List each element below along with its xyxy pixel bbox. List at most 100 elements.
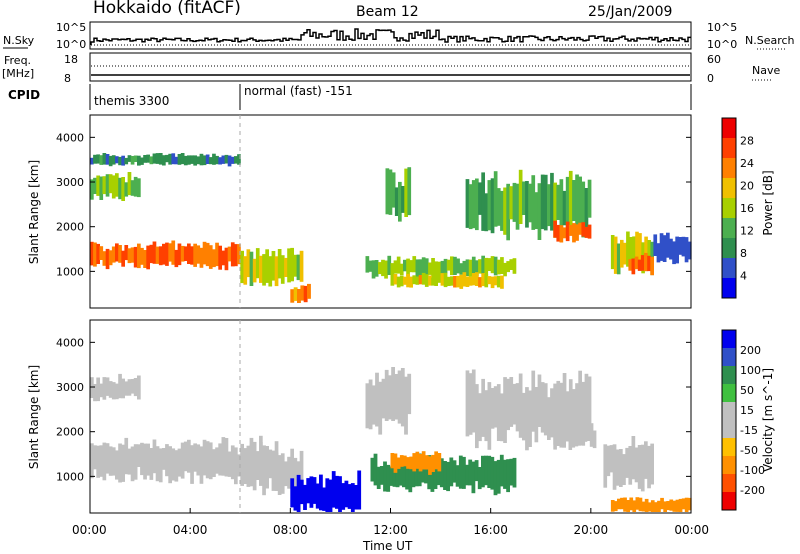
velocity-band-5-cell — [402, 458, 406, 488]
velocity-band-6-cell — [409, 456, 413, 470]
velocity-band-3-cell — [319, 474, 323, 511]
power-band-0-cell — [130, 247, 135, 263]
power-band-1-cell — [124, 182, 129, 197]
velocity-band-0-cell — [165, 444, 169, 477]
velocity-band-1-cell — [115, 383, 119, 400]
power-band-6-cell — [399, 275, 404, 287]
velocity-band-0-cell — [111, 447, 116, 476]
power-band-6-cell — [437, 274, 442, 283]
power-band-1-cell — [108, 174, 113, 194]
velocity-band-9-cell — [640, 444, 645, 492]
power-band-2-cell — [102, 153, 107, 165]
power-band-2-cell — [149, 156, 154, 165]
power-band-2-cell — [187, 155, 191, 165]
power-band-0-cell — [205, 242, 210, 267]
freq-panel — [89, 52, 692, 82]
power-band-5-cell — [365, 256, 370, 273]
power-band-6-cell — [443, 272, 448, 288]
cpid-segment-1: themis 3300 — [94, 94, 169, 108]
nave-tick-bottom: 0 — [707, 72, 714, 85]
power-band-11-cell — [628, 259, 633, 271]
velocity-band-7-cell — [515, 383, 520, 432]
nsearch-tick-top: 10^5 — [707, 21, 737, 34]
velocity-band-2-cell — [280, 453, 285, 494]
velocity-band-5-cell — [487, 455, 492, 488]
power-band-0-cell — [177, 243, 182, 266]
velocity-band-9-cell — [619, 449, 623, 487]
velocity-band-10-cell — [675, 499, 680, 512]
velocity-band-7-cell — [587, 376, 592, 428]
power-band-7-cell — [394, 187, 399, 216]
x-axis-label: Time UT — [362, 539, 413, 553]
power-band-12-cell — [662, 235, 667, 262]
power-band-6-cell — [450, 276, 454, 286]
power-band-9-cell — [572, 223, 576, 243]
power-band-6-cell — [390, 271, 395, 286]
power-band-2-cell — [230, 156, 235, 164]
velocity-band-5-cell — [443, 461, 447, 490]
xtick-label: 00:00 — [72, 523, 107, 537]
velocity-band-6-cell — [393, 453, 398, 473]
velocity-band-0-cell — [218, 443, 222, 476]
power-band-3-cell — [299, 250, 304, 282]
velocity-band-2-cell — [262, 451, 266, 496]
velocity-band-7-cell — [578, 370, 582, 437]
xtick-label: 12:00 — [373, 523, 408, 537]
power-band-10-cell — [638, 233, 642, 268]
power-band-3-cell — [287, 248, 291, 283]
power-band-1-cell — [115, 173, 119, 197]
power-band-9-cell — [556, 224, 561, 242]
velocity-band-1-cell — [96, 377, 100, 402]
power-band-8-cell — [562, 190, 567, 226]
nsearch-label: N.Search — [745, 34, 795, 47]
power-band-2-cell — [115, 156, 119, 164]
power-band-2-cell — [212, 153, 216, 165]
velocity-band-8-cell — [577, 423, 582, 446]
velocity-band-5-cell — [490, 456, 495, 490]
power-colorbar-cell — [722, 178, 736, 199]
power-band-3-cell — [284, 257, 288, 277]
velocity-band-7-cell — [500, 393, 504, 442]
velocity-band-0-cell — [96, 445, 100, 478]
velocity-band-5-cell — [455, 465, 460, 487]
velocity-band-5-cell — [376, 466, 381, 489]
power-band-5-cell — [393, 260, 398, 274]
power-band-8-cell — [522, 181, 526, 215]
velocity-band-1-cell — [121, 378, 125, 399]
velocity-band-7-cell — [559, 382, 564, 438]
power-band-2-cell — [208, 157, 213, 165]
power-colorbar-cell — [722, 238, 736, 259]
power-colorbar-cell — [722, 278, 736, 299]
velocity-band-9-cell — [622, 454, 626, 485]
power-band-5-cell — [462, 260, 467, 273]
power-band-10-cell — [623, 242, 627, 265]
velocity-band-7-cell — [496, 384, 501, 441]
velocity-band-3-cell — [322, 487, 326, 511]
power-band-8-cell — [512, 182, 517, 222]
power-band-8-cell — [481, 172, 485, 231]
velocity-band-1-cell — [118, 373, 122, 399]
velocity-band-5-cell — [430, 458, 435, 492]
power-band-1-cell — [121, 177, 125, 201]
power-band-5-cell — [409, 260, 413, 273]
velocity-band-0-cell — [137, 444, 141, 467]
power-y-ticks: 4000 3000 2000 1000 — [56, 131, 691, 278]
power-band-6-cell — [418, 275, 423, 285]
velocity-band-3-cell — [315, 483, 320, 509]
velocity-band-2-cell — [255, 451, 260, 480]
power-band-1-cell — [111, 175, 116, 199]
power-band-0-cell — [174, 249, 179, 268]
power-band-3-cell — [265, 249, 269, 283]
velocity-band-3-cell — [344, 480, 349, 508]
velocity-band-6-cell — [424, 455, 429, 470]
power-band-5-cell — [381, 259, 385, 277]
power-band-2-cell — [96, 154, 100, 164]
power-band-5-cell — [443, 258, 448, 274]
power-band-6-cell — [409, 276, 413, 288]
velocity-band-5-cell — [503, 459, 507, 489]
velocity-band-1-cell — [90, 377, 94, 398]
power-band-8-cell — [468, 184, 473, 230]
power-band-0-cell — [196, 245, 201, 264]
velocity-band-2-cell — [290, 448, 294, 486]
